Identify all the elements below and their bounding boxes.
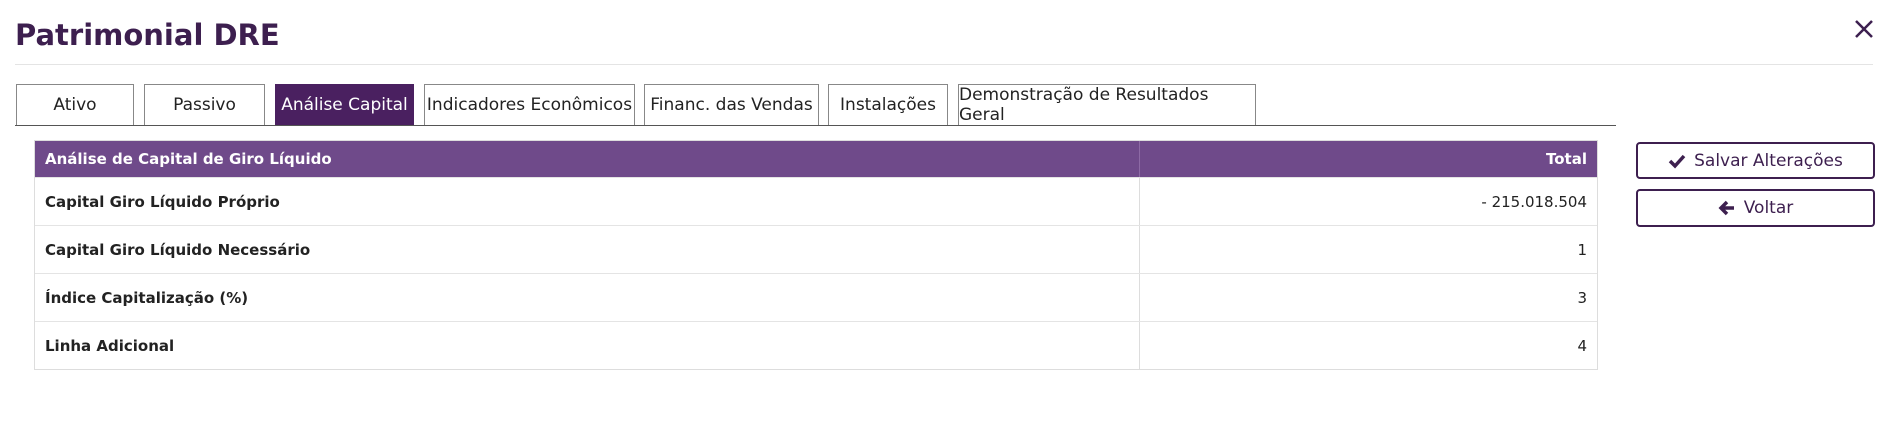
- tab[interactable]: Ativo: [16, 84, 134, 125]
- tab[interactable]: Análise Capital: [275, 84, 414, 125]
- row-label: Capital Giro Líquido Necessário: [35, 226, 1140, 273]
- table-row: Linha Adicional 4: [35, 321, 1597, 369]
- row-value: 3: [1577, 288, 1587, 307]
- row-value: 1: [1577, 240, 1587, 259]
- back-label: Voltar: [1743, 198, 1794, 218]
- table: Análise de Capital de Giro Líquido Total C…: [34, 140, 1598, 370]
- row-label: Linha Adicional: [35, 322, 1140, 369]
- tab[interactable]: Financ. das Vendas: [644, 84, 819, 125]
- tab[interactable]: Passivo: [144, 84, 265, 125]
- table-row: Capital Giro Líquido Necessário 1: [35, 225, 1597, 273]
- close-button[interactable]: [1853, 18, 1875, 40]
- table-header: Análise de Capital de Giro Líquido Total: [35, 141, 1597, 177]
- row-label: Índice Capitalização (%): [35, 274, 1140, 321]
- column-header: Análise de Capital de Giro Líquido: [35, 141, 1140, 177]
- save-label: Salvar Alterações: [1694, 150, 1843, 171]
- save-button[interactable]: Salvar Alterações: [1636, 142, 1875, 179]
- row-label: Capital Giro Líquido Próprio: [35, 178, 1140, 225]
- table-row: Capital Giro Líquido Próprio - 215.018.50…: [35, 177, 1597, 225]
- tab[interactable]: Instalações: [828, 84, 948, 125]
- tab[interactable]: Demonstração de Resultados Geral: [958, 84, 1256, 125]
- table-row: Índice Capitalização (%) 3: [35, 273, 1597, 321]
- page-title: Patrimonial DRE: [15, 18, 280, 52]
- tab-underline: [15, 125, 1616, 126]
- column-header: Total: [1546, 150, 1587, 168]
- divider: [15, 64, 1873, 65]
- tab[interactable]: Indicadores Econômicos: [424, 84, 635, 125]
- arrow-icon: [1718, 200, 1734, 216]
- back-button[interactable]: Voltar: [1636, 189, 1875, 227]
- row-value: 4: [1577, 336, 1587, 355]
- check-icon: [1668, 154, 1686, 169]
- row-value: - 215.018.504: [1481, 192, 1587, 211]
